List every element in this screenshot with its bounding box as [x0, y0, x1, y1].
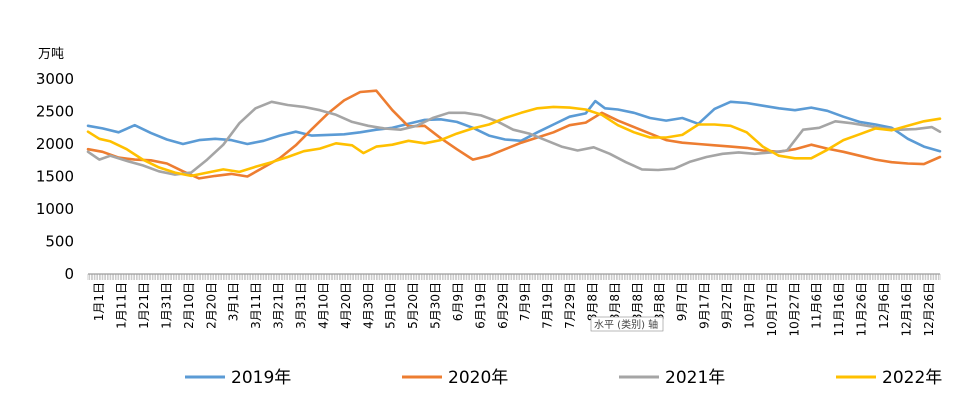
y-tick-label: 3000 — [36, 70, 74, 88]
x-tick-label: 11月6日 — [810, 282, 824, 329]
x-tick-label: 9月27日 — [720, 282, 734, 329]
legend-label: 2021年 — [665, 368, 725, 388]
x-tick-label: 12月16日 — [899, 282, 913, 337]
x-tick-label: 8月8日 — [653, 282, 667, 321]
x-tick-label: 5月10日 — [384, 282, 398, 329]
x-tick-label: 1月31日 — [160, 282, 174, 329]
series-line-1 — [86, 99, 942, 153]
x-tick-label: 12月26日 — [922, 282, 936, 337]
x-tick-label: 11月16日 — [832, 282, 846, 337]
x-tick-label: 11月26日 — [855, 282, 869, 337]
y-tick-label: 2000 — [36, 135, 74, 153]
x-tick-label: 6月19日 — [473, 282, 487, 329]
y-axis-ticks: 0 500 1000 1500 2000 2500 3000 — [36, 70, 74, 283]
x-tick-label: 3月21日 — [272, 282, 286, 329]
y-tick-label: 1500 — [36, 168, 74, 186]
series-line-3 — [86, 100, 942, 176]
x-axis[interactable]: 1月1日 1月11日 1月21日 1月31日 2月10日 2月20日 3月1日 3月11日 3月… — [87, 273, 941, 337]
x-tick-label: 3月1日 — [227, 282, 241, 321]
series-line-2 — [86, 89, 942, 180]
x-tick-label: 10月7日 — [742, 282, 756, 329]
legend: 2019年 2020年 2021年 2022年 — [185, 368, 942, 388]
x-tick-label: 5月20日 — [406, 282, 420, 329]
x-tick-label: 8月8日 — [630, 282, 644, 321]
x-tick-label: 5月30日 — [429, 282, 443, 329]
axis-tooltip-text: 水平 (类别) 轴 — [594, 318, 658, 331]
x-tick-label: 3月31日 — [294, 282, 308, 329]
x-tick-label: 9月7日 — [675, 282, 689, 321]
legend-label: 2020年 — [448, 368, 508, 388]
x-tick-label: 8月8日 — [586, 282, 600, 321]
x-tick-label: 3月11日 — [249, 282, 263, 329]
x-tick-label: 9月17日 — [698, 282, 712, 329]
axis-tooltip-box — [590, 316, 664, 332]
axis-tooltip: 水平 (类别) 轴 — [590, 316, 664, 332]
series-line-4 — [86, 105, 942, 178]
x-tick-label: 8月8日 — [608, 282, 622, 321]
legend-label: 2019年 — [231, 368, 291, 388]
y-tick-label: 2500 — [36, 103, 74, 121]
x-tick-label: 2月10日 — [182, 282, 196, 329]
x-tick-label: 10月27日 — [787, 282, 801, 337]
x-tick-label: 4月10日 — [316, 282, 330, 329]
x-tick-label: 6月29日 — [496, 282, 510, 329]
x-tick-label: 4月20日 — [339, 282, 353, 329]
y-axis-unit-label: 万吨 — [38, 47, 64, 62]
x-tick-label: 2月20日 — [204, 282, 218, 329]
y-tick-label: 1000 — [36, 200, 74, 218]
legend-label: 2022年 — [882, 368, 942, 388]
y-tick-label: 500 — [45, 233, 74, 251]
x-tick-label: 10月17日 — [765, 282, 779, 337]
y-tick-label: 0 — [64, 265, 74, 283]
series-lines — [86, 89, 942, 180]
x-tick-label: 1月1日 — [92, 282, 106, 321]
x-tick-label: 4月30日 — [361, 282, 375, 329]
x-tick-label: 7月9日 — [518, 282, 532, 321]
x-tick-label: 7月19日 — [541, 282, 555, 329]
x-tick-label: 1月21日 — [137, 282, 151, 329]
x-axis-minor-ticks — [87, 274, 941, 280]
x-tick-label: 7月29日 — [563, 282, 577, 329]
x-tick-label: 6月9日 — [451, 282, 465, 321]
x-tick-label: 12月6日 — [877, 282, 891, 329]
x-tick-label: 1月11日 — [115, 282, 129, 329]
